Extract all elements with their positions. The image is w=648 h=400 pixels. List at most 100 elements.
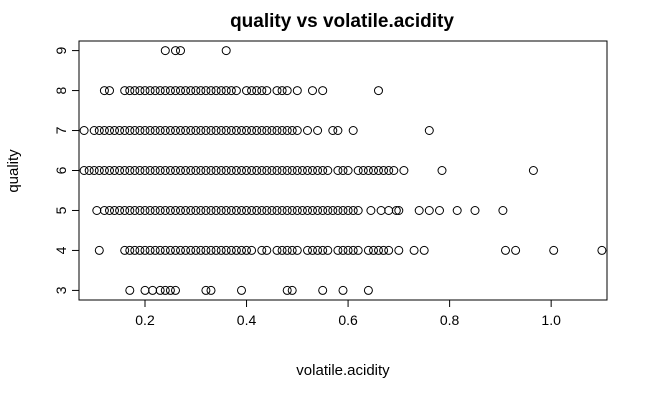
data-point: [242, 206, 251, 215]
data-point: [176, 166, 185, 175]
data-point: [115, 166, 125, 175]
data-point: [318, 86, 328, 96]
data-point: [376, 206, 386, 215]
data-point: [292, 86, 302, 96]
data-point: [186, 126, 196, 135]
data-point: [171, 166, 180, 175]
data-point: [424, 206, 434, 215]
data-point: [287, 206, 297, 215]
data-point: [191, 166, 201, 175]
data-point: [135, 166, 145, 175]
y-tick-label: 9: [53, 46, 69, 54]
data-point: [343, 245, 353, 255]
data-point: [150, 126, 160, 135]
data-point: [211, 126, 221, 135]
data-point: [84, 166, 94, 175]
data-point: [181, 245, 191, 255]
data-point: [160, 46, 170, 56]
y-axis: 3 4 5 6 7 8 9: [53, 46, 80, 294]
data-point: [216, 126, 226, 135]
data-point: [130, 166, 140, 175]
x-tick-label: 1.0: [541, 312, 561, 328]
data-point: [186, 206, 196, 215]
data-point: [277, 86, 287, 96]
data-point: [313, 206, 323, 215]
data-point: [211, 206, 221, 215]
data-point: [262, 245, 272, 255]
data-point: [237, 206, 246, 215]
data-point: [231, 245, 241, 255]
data-point: [333, 126, 343, 135]
data-point: [272, 126, 282, 135]
data-point: [292, 206, 302, 215]
data-point: [140, 285, 150, 295]
data-point: [201, 245, 211, 255]
data-point: [196, 166, 206, 175]
data-point: [338, 206, 348, 215]
data-point: [130, 245, 140, 255]
data-point: [148, 285, 158, 295]
data-point: [206, 86, 216, 96]
data-point: [145, 86, 155, 96]
data-point: [145, 166, 155, 175]
data-point: [171, 206, 180, 215]
data-point: [165, 245, 175, 255]
data-point: [252, 206, 262, 215]
data-point: [231, 86, 241, 96]
data-point: [328, 206, 338, 215]
data-point: [120, 245, 130, 255]
data-point: [140, 126, 150, 135]
data-point: [343, 166, 353, 175]
data-point: [191, 86, 201, 96]
data-point: [140, 166, 150, 175]
data-point: [282, 285, 292, 295]
x-axis: 0.2 0.4 0.6 0.8 1.0: [135, 299, 561, 328]
data-point: [125, 126, 135, 135]
data-point: [262, 126, 272, 135]
data-point: [120, 126, 130, 135]
data-point: [303, 166, 312, 175]
data-point: [252, 166, 262, 175]
data-point: [231, 206, 241, 215]
data-point: [237, 126, 246, 135]
data-point: [323, 166, 333, 175]
data-point: [140, 86, 150, 96]
data-point: [181, 166, 191, 175]
data-point: [196, 245, 206, 255]
data-point: [374, 86, 383, 96]
data-point: [470, 206, 480, 215]
data-point: [165, 166, 175, 175]
data-point: [150, 166, 160, 175]
data-point: [145, 245, 155, 255]
data-point: [171, 126, 180, 135]
data-point: [196, 86, 206, 96]
data-point: [105, 126, 114, 135]
data-point: [297, 206, 307, 215]
data-point: [437, 166, 447, 175]
data-point: [226, 166, 236, 175]
data-point: [262, 86, 272, 96]
data-point: [140, 245, 150, 255]
data-point: [363, 166, 373, 175]
data-point: [597, 245, 607, 255]
data-point: [110, 126, 119, 135]
data-point: [394, 206, 404, 215]
data-point: [105, 206, 114, 215]
data-point: [237, 166, 246, 175]
data-point: [201, 206, 211, 215]
data-point: [277, 126, 287, 135]
data-point: [348, 206, 358, 215]
data-point: [171, 46, 180, 56]
data-point: [247, 86, 257, 96]
data-point: [140, 206, 150, 215]
data-point: [282, 206, 292, 215]
data-point: [165, 126, 175, 135]
data-point: [267, 206, 277, 215]
data-point: [353, 206, 363, 215]
data-point: [424, 126, 434, 135]
data-point: [267, 126, 277, 135]
data-point: [267, 166, 277, 175]
data-point: [501, 245, 510, 255]
data-point: [394, 245, 404, 255]
